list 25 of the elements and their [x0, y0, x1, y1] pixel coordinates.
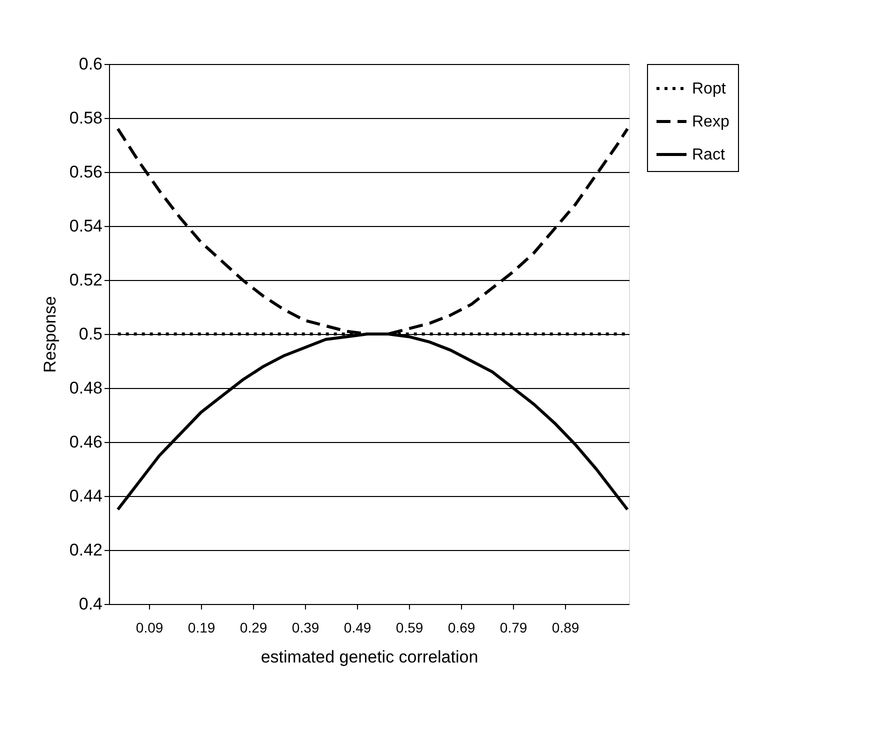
legend-label: Ract [692, 146, 726, 164]
legend-label: Ropt [692, 80, 726, 98]
x-tick-label: 0.09 [136, 620, 164, 636]
y-tick-label: 0.46 [69, 432, 102, 452]
x-tick-label: 0.19 [188, 620, 216, 636]
x-tick-label: 0.39 [292, 620, 320, 636]
x-tick-label: 0.69 [448, 620, 476, 636]
x-tick-label: 0.49 [344, 620, 372, 636]
y-tick-label: 0.6 [78, 54, 102, 74]
x-axis-title: estimated genetic correlation [260, 648, 478, 666]
x-tick-label: 0.59 [396, 620, 424, 636]
x-tick-label: 0.29 [240, 620, 268, 636]
y-tick-label: 0.48 [69, 378, 102, 398]
y-tick-label: 0.56 [69, 162, 102, 182]
y-tick-label: 0.44 [69, 486, 102, 506]
x-tick-label: 0.89 [552, 620, 580, 636]
x-tick-label: 0.79 [500, 620, 528, 636]
y-axis-title: Response [40, 296, 60, 373]
y-tick-label: 0.5 [78, 324, 102, 344]
y-tick-label: 0.52 [69, 270, 102, 290]
y-tick-label: 0.58 [69, 108, 102, 128]
legend-label: Rexp [692, 114, 730, 130]
y-tick-label: 0.54 [69, 216, 102, 236]
y-tick-label: 0.4 [78, 594, 102, 614]
y-tick-label: 0.42 [69, 540, 102, 560]
